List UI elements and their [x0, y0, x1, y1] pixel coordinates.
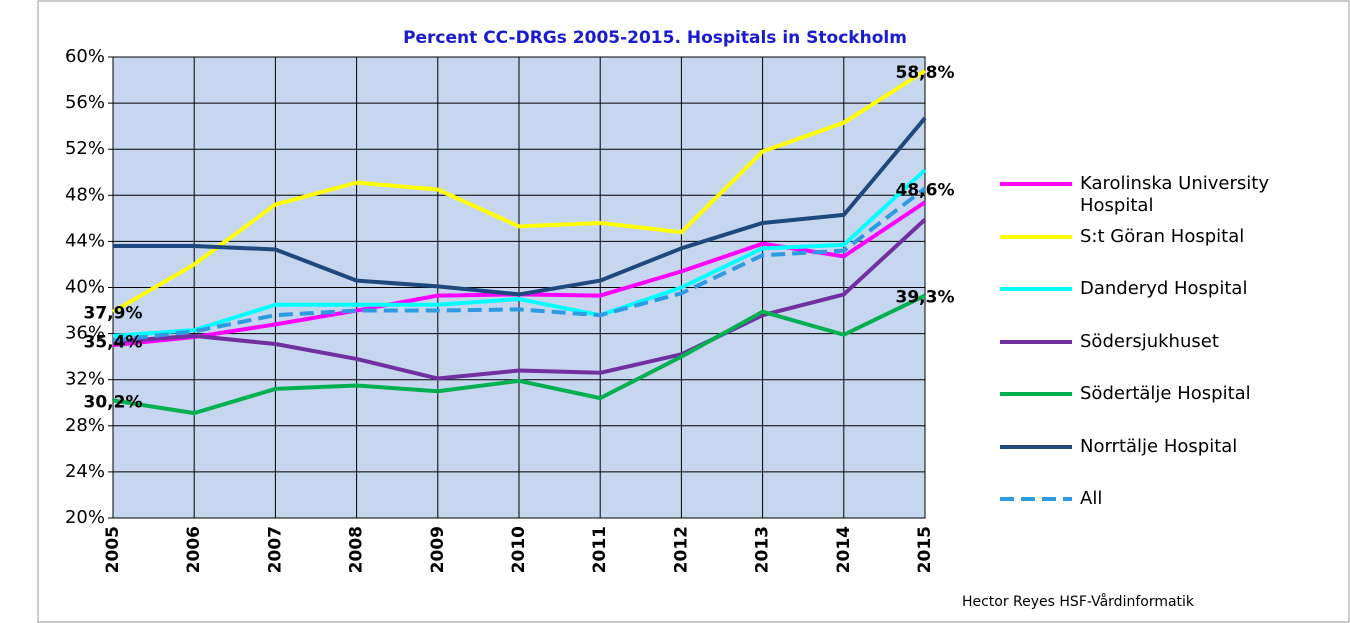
x-tick-label: 2012 — [671, 526, 691, 573]
y-tick-label: 24% — [65, 461, 105, 482]
y-tick-label: 52% — [65, 138, 105, 159]
x-tick-label: 2013 — [753, 526, 773, 573]
y-tick-label: 36% — [65, 323, 105, 344]
data-label: 39,3% — [896, 288, 955, 308]
x-tick-label: 2011 — [590, 526, 610, 573]
legend-label: S:t Göran Hospital — [1080, 226, 1245, 247]
x-tick-label: 2009 — [428, 526, 448, 573]
series-line — [112, 168, 927, 338]
x-tick-label: 2008 — [347, 526, 367, 573]
x-tick-label: 2007 — [265, 526, 285, 573]
series-line — [113, 116, 927, 297]
y-tick-label: 32% — [65, 369, 105, 390]
data-label: 30,2% — [84, 392, 143, 412]
legend-label: Karolinska University Hospital — [1080, 173, 1269, 216]
legend-label: Södertälje Hospital — [1080, 383, 1251, 404]
series-line — [112, 218, 927, 381]
data-label: 35,4% — [84, 333, 143, 353]
x-tick-label: 2015 — [915, 526, 935, 573]
chart-title: Percent CC-DRGs 2005-2015. Hospitals in … — [403, 28, 907, 48]
footnote: Hector Reyes HSF-Vårdinformatik — [962, 593, 1195, 610]
data-label: 58,8% — [896, 63, 955, 83]
data-label: 37,9% — [84, 304, 143, 324]
legend-label: Danderyd Hospital — [1080, 278, 1248, 299]
legend-label: Norrtälje Hospital — [1080, 436, 1238, 457]
y-tick-label: 44% — [65, 230, 105, 251]
y-tick-label: 56% — [65, 92, 105, 113]
x-tick-label: 2014 — [834, 526, 854, 573]
legend-label: All — [1080, 488, 1103, 509]
series-line — [112, 293, 926, 416]
x-tick-label: 2006 — [184, 526, 204, 573]
legend-label: Södersjukhuset — [1080, 331, 1219, 352]
x-tick-label: 2010 — [509, 526, 529, 573]
y-tick-label: 48% — [65, 184, 105, 205]
series-line — [111, 69, 927, 314]
y-tick-label: 40% — [65, 277, 105, 298]
y-tick-label: 28% — [65, 415, 105, 436]
x-tick-label: 2005 — [103, 526, 123, 573]
series-line — [112, 186, 927, 343]
y-tick-label: 60% — [65, 46, 105, 67]
data-label: 48,6% — [896, 180, 955, 200]
y-tick-label: 20% — [65, 507, 105, 528]
